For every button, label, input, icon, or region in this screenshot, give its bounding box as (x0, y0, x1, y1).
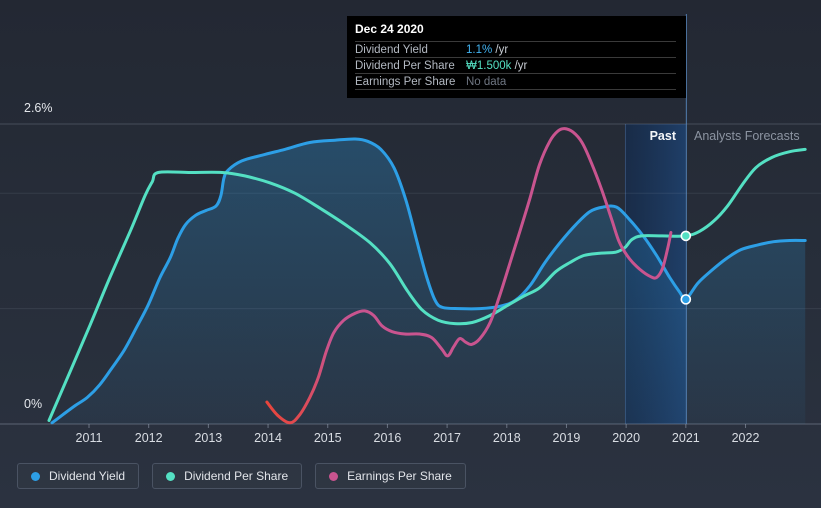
series-dividend-yield-line[interactable] (50, 137, 807, 425)
tooltip-label: Earnings Per Share (355, 75, 456, 88)
x-tick-label: 2012 (135, 431, 163, 445)
x-tick-label: 2022 (732, 431, 760, 445)
legend-toggle-dividend-per-share[interactable]: Dividend Per Share (152, 463, 303, 489)
x-tick-label: 2018 (493, 431, 521, 445)
legend-label: Earnings Per Share (347, 469, 452, 483)
tooltip-row-dividend-per-share: Dividend Per Share ₩1.500k /yr (355, 58, 676, 74)
tooltip-row-dividend-yield: Dividend Yield 1.1% /yr (355, 42, 676, 58)
series-earnings-per-share-line[interactable] (265, 127, 673, 425)
today-marker-dividend-per-share[interactable] (680, 230, 692, 242)
legend-label: Dividend Per Share (184, 469, 289, 483)
x-tick-label: 2014 (254, 431, 282, 445)
x-tick-label: 2013 (194, 431, 222, 445)
x-tick-label: 2011 (76, 431, 103, 445)
x-tick-label: 2020 (612, 431, 640, 445)
tooltip-label: Dividend Per Share (355, 59, 455, 72)
legend-toggle-earnings-per-share[interactable]: Earnings Per Share (315, 463, 466, 489)
x-tick-label: 2021 (672, 431, 700, 445)
tooltip-row-earnings-per-share: Earnings Per Share No data (355, 74, 676, 90)
past-region-label: Past (649, 129, 676, 143)
today-marker-dividend-yield[interactable] (680, 294, 692, 305)
y-axis-bottom-label: 0% (24, 397, 43, 411)
chart-legend: Dividend Yield Dividend Per Share Earnin… (17, 463, 466, 489)
chart-tooltip: Dec 24 2020 Dividend Yield 1.1% /yr Divi… (347, 16, 686, 98)
legend-label: Dividend Yield (49, 469, 126, 483)
tooltip-date: Dec 24 2020 (355, 22, 676, 42)
series-dividend-per-share-line[interactable] (47, 147, 807, 422)
x-tick-label: 2015 (314, 431, 342, 445)
y-axis-top-label: 2.6% (24, 101, 53, 115)
tooltip-value: 1.1% (466, 43, 493, 56)
legend-toggle-dividend-yield[interactable]: Dividend Yield (17, 463, 140, 489)
dividend-yield-dot-icon (31, 471, 40, 481)
x-tick-label: 2017 (433, 431, 461, 445)
dividend-per-share-dot-icon (166, 471, 176, 481)
analysts-forecasts-label: Analysts Forecasts (694, 129, 800, 143)
tooltip-label: Dividend Yield (355, 43, 428, 56)
tooltip-value: ₩1.500k (466, 59, 512, 72)
tooltip-value-suffix: /yr (492, 43, 509, 56)
tooltip-value-suffix: /yr (511, 59, 528, 72)
earnings-per-share-dot-icon (329, 471, 339, 481)
x-tick-label: 2016 (374, 431, 402, 445)
dividend-yield-area (52, 138, 806, 424)
x-tick-label: 2019 (553, 431, 581, 445)
tooltip-value: No data (466, 75, 507, 88)
